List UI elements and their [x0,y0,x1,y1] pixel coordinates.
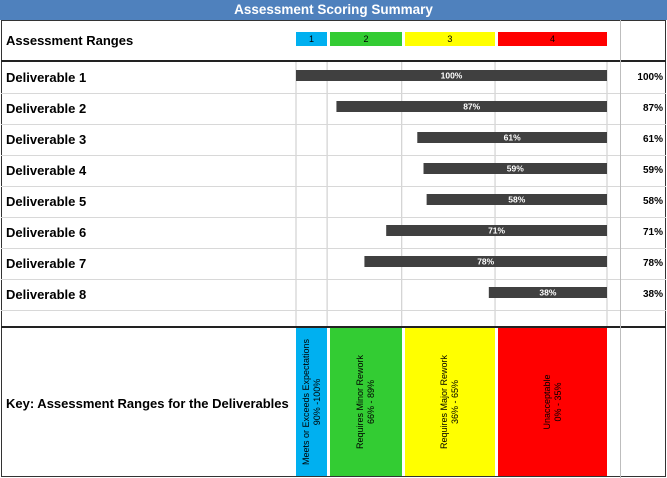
key-text-2: Requires Minor Rework 66% - 89% [355,332,377,472]
range-segment-4: 4 [498,32,607,46]
category-label-4: Deliverable 4 [6,163,87,178]
bar-deliverable-4 [423,163,607,174]
category-label-1: Deliverable 1 [6,70,87,85]
key-column-4: Unacceptable 0% - 35% [498,328,607,476]
bar-label-2: 87% [463,102,480,112]
bar-deliverable-6 [386,225,607,236]
bar-deliverable-3 [417,132,607,143]
category-label-8: Deliverable 8 [6,287,87,302]
key-column-1: Meets or Exceeds Expectations 90% -100% [296,328,328,476]
category-label-7: Deliverable 7 [6,256,87,271]
header-separator [1,60,666,62]
bar-deliverable-8 [488,287,607,298]
bar-deliverable-5 [426,194,607,205]
key-column-2: Requires Minor Rework 66% - 89% [330,328,402,476]
page-title: Assessment Scoring Summary [0,0,667,20]
value-label-1: 100% [637,72,663,83]
value-label-6: 71% [642,227,663,238]
value-column-divider [620,20,621,478]
bar-label-1: 100% [441,71,463,81]
assessment-ranges-label: Assessment Ranges [6,33,134,48]
key-range-4: 0% - 35% [552,382,563,422]
key-text-3: Requires Major Rework 36% - 65% [439,332,461,472]
key-separator [1,326,666,328]
bar-label-7: 78% [477,257,494,267]
range-segment-1: 1 [296,32,328,46]
key-range-3: 36% - 65% [449,379,460,425]
row-divider [1,217,666,218]
category-label-3: Deliverable 3 [6,132,87,147]
key-range-2: 66% - 89% [365,379,376,425]
row-divider [1,279,666,280]
category-label-6: Deliverable 6 [6,225,87,240]
bar-label-8: 38% [539,288,556,298]
key-name-3: Requires Major Rework [438,354,449,450]
key-column-3: Requires Major Rework 36% - 65% [404,328,496,476]
key-name-4: Unacceptable [541,374,552,430]
bar-label-5: 58% [508,195,525,205]
key-text-4: Unacceptable 0% - 35% [542,332,564,472]
key-label: Key: Assessment Ranges for the Deliverab… [6,396,289,411]
value-label-8: 38% [642,289,663,300]
bar-label-6: 71% [488,226,505,236]
range-segment-3: 3 [404,32,496,46]
value-label-4: 59% [642,165,663,176]
bar-label-4: 59% [507,164,524,174]
key-text-1: Meets or Exceeds Expectations 90% -100% [301,332,323,472]
key-name-1: Meets or Exceeds Expectations [300,338,311,466]
value-label-2: 87% [642,103,663,114]
row-divider [1,124,666,125]
row-divider [1,93,666,94]
value-label-3: 61% [642,134,663,145]
key-name-2: Requires Minor Rework [354,354,365,450]
bar-deliverable-2 [336,101,607,112]
bar-deliverable-7 [364,256,607,267]
value-label-7: 78% [642,258,663,269]
key-range-1: 90% -100% [311,378,322,426]
range-segment-2: 2 [330,32,402,46]
row-divider [1,248,666,249]
category-label-5: Deliverable 5 [6,194,87,209]
row-divider [1,186,666,187]
bar-deliverable-1 [296,70,607,81]
value-label-5: 58% [642,196,663,207]
bar-label-3: 61% [504,133,521,143]
category-label-2: Deliverable 2 [6,101,87,116]
row-divider [1,310,666,311]
row-divider [1,155,666,156]
